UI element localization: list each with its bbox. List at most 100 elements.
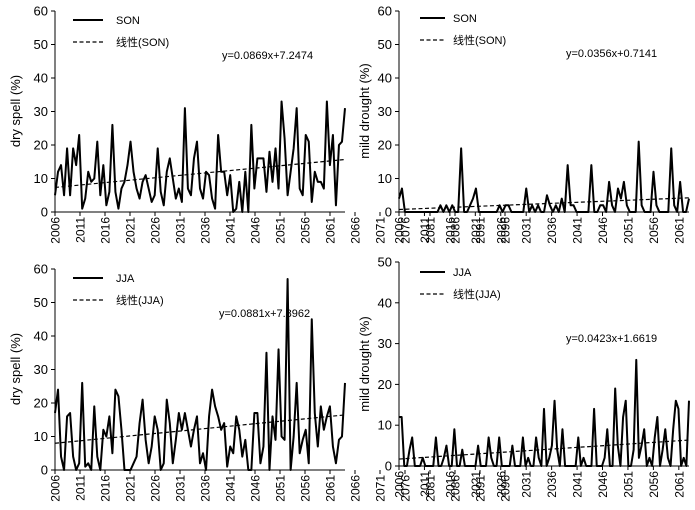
chart-bottom-right-jja-mild-drought: mild drought (%) 0 10 20 30 40 50 2006 2011 201… [357,255,690,498]
x-tick-label: 2021 [124,475,138,502]
x-tick-label: 2011 [74,217,88,243]
series-line [398,140,690,213]
x-tick-label: 2041 [224,475,238,502]
x-tick-label: 2051 [621,471,635,498]
legend: SON 线性(SON) [73,15,169,49]
y-axis-label: mild drought (%) [357,63,372,158]
x-tick-label: 2011 [418,471,432,497]
y-tick-label: 40 [378,71,392,86]
x-tick-label: 2026 [149,217,163,244]
x-tick-label: 2071 [374,217,388,244]
x-tick-label: 2046 [596,471,610,498]
x-tick-label: 2041 [224,217,238,244]
x-tick-label: 2026 [149,475,163,502]
x-tick-label: 2046 [249,217,263,244]
y-tick-label: 50 [34,295,48,310]
trend-equation: y=0.0881x+7.8962 [219,308,310,320]
x-ticks: 2006 2011 2016 2021 2026 2031 2036 2041 2046 2051… [393,466,686,498]
y-tick-label: 50 [34,37,48,52]
x-tick-label: 2011 [74,475,88,501]
x-tick-label: 2061 [672,217,686,244]
x-tick-label: 2061 [672,471,686,498]
y-tick-label: 10 [378,418,392,433]
x-tick-label: 2016 [99,217,113,244]
y-ticks: 0 10 20 30 40 50 60 [378,4,399,220]
legend: SON 线性(SON) [420,13,506,47]
legend-series-label: SON [116,15,140,27]
legend-trend-label: 线性(SON) [116,35,169,49]
x-tick-label: 2036 [545,471,559,498]
x-tick-label: 2026 [494,217,508,244]
trend-equation: y=0.0356x+0.7141 [566,48,657,60]
x-ticks: 2006 2011 2016 2021 2026 2031 2036 2041 2046 2051… [49,212,513,244]
trend-equation: y=0.0869x+7.2474 [222,50,313,62]
x-tick-label: 2011 [418,217,432,243]
y-tick-label: 0 [385,459,392,474]
trend-equation: y=0.0423x+1.6619 [566,333,657,345]
x-tick-label: 2006 [393,471,407,498]
legend: JJA 线性(JJA) [73,273,164,307]
x-tick-label: 2006 [49,217,63,244]
legend: JJA 线性(JJA) [420,267,501,301]
x-tick-label: 2066 [349,217,363,244]
y-tick-label: 0 [41,463,48,478]
x-tick-label: 2031 [174,217,188,244]
x-tick-label: 2096 [499,217,513,244]
x-tick-label: 2046 [249,475,263,502]
x-tick-label: 2036 [199,475,213,502]
x-tick-label: 2041 [571,217,585,244]
y-tick-label: 60 [34,4,48,19]
y-tick-label: 0 [41,205,48,220]
x-ticks: 2006 2011 2016 2021 2026 2031 2036 2041 2046 2051… [49,470,513,502]
legend-series-label: JJA [453,267,472,279]
y-axis-label: dry spell (%) [8,333,23,405]
x-ticks: 2006 2011 2016 2021 2026 2031 2036 2041 2046 2051… [393,212,686,244]
x-tick-label: 2076 [399,475,413,502]
y-ticks: 0 10 20 30 40 50 60 [34,4,55,220]
x-tick-label: 2056 [647,471,661,498]
y-tick-label: 60 [378,4,392,19]
x-tick-label: 2061 [324,475,338,502]
x-tick-label: 2091 [474,217,488,244]
y-tick-label: 30 [34,104,48,119]
y-tick-label: 20 [378,138,392,153]
legend-trend-label: 线性(JJA) [453,287,501,301]
x-tick-label: 2036 [545,217,559,244]
x-tick-label: 2051 [274,217,288,244]
y-ticks: 0 10 20 30 40 50 60 [34,262,55,478]
y-tick-label: 30 [378,104,392,119]
y-tick-label: 50 [378,255,392,270]
x-tick-label: 2066 [349,475,363,502]
x-tick-label: 2021 [124,217,138,244]
legend-series-label: SON [453,13,477,25]
y-tick-label: 10 [34,429,48,444]
x-tick-label: 2056 [299,475,313,502]
x-tick-label: 2051 [274,475,288,502]
y-tick-label: 20 [34,138,48,153]
y-tick-label: 60 [34,262,48,277]
x-tick-label: 2006 [393,217,407,244]
y-tick-label: 20 [34,396,48,411]
x-tick-label: 2081 [424,217,438,244]
x-tick-label: 2061 [324,217,338,244]
y-tick-label: 30 [378,336,392,351]
y-tick-label: 20 [378,377,392,392]
x-tick-label: 2096 [499,475,513,502]
y-axis-label: dry spell (%) [8,75,23,147]
trend-line [54,414,346,444]
y-tick-label: 10 [378,171,392,186]
x-tick-label: 2031 [520,217,534,244]
y-axis-label: mild drought (%) [357,316,372,411]
series-line [54,100,346,213]
x-tick-label: 2016 [443,471,457,498]
y-tick-label: 10 [34,171,48,186]
chart-top-left-son-dry-spell: dry spell (%) 0 10 20 30 40 50 60 2006 2011 2016… [8,4,513,244]
x-tick-label: 2076 [399,217,413,244]
x-tick-label: 2086 [449,475,463,502]
x-tick-label: 2036 [199,217,213,244]
x-tick-label: 2016 [443,217,457,244]
legend-trend-label: 线性(SON) [453,33,506,47]
x-tick-label: 2051 [621,217,635,244]
y-tick-label: 40 [34,71,48,86]
